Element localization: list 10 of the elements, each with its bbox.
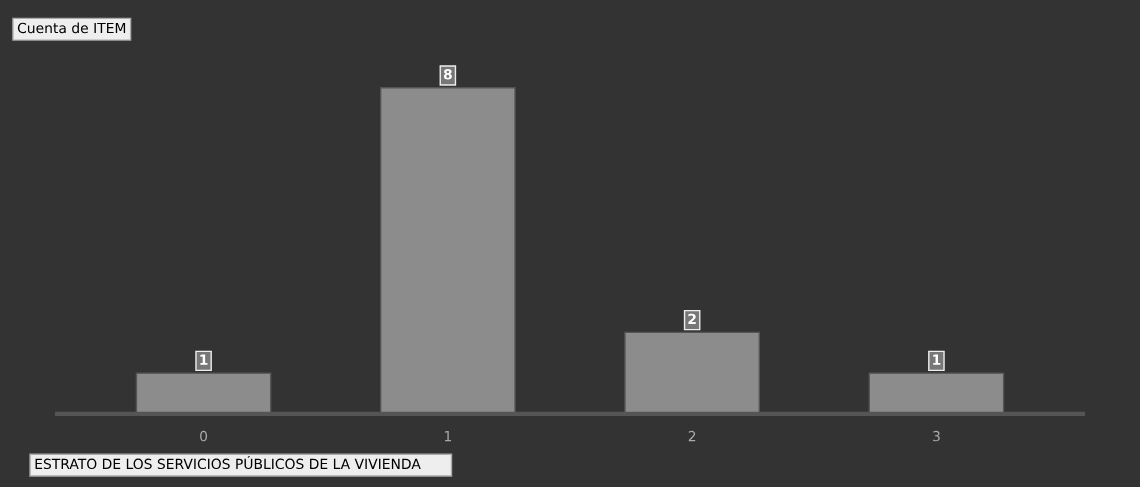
x-tick-label: 1 (444, 431, 451, 442)
data-label: 2 (688, 313, 696, 324)
chart-title: Cuenta de ITEM (17, 22, 126, 34)
data-label: 8 (443, 69, 452, 80)
x-tick-label: 0 (200, 430, 208, 442)
x-tick-label: 3 (933, 430, 940, 442)
x-axis-title: ESTRATO DE LOS SERVICIOS PÚBLICOS DE LA VIVIENDA (35, 456, 421, 470)
x-tick-label: 2 (688, 430, 696, 442)
data-label: 1 (933, 354, 941, 365)
data-label: 1 (200, 354, 208, 365)
